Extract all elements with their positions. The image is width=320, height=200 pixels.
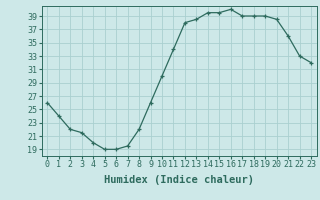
X-axis label: Humidex (Indice chaleur): Humidex (Indice chaleur) bbox=[104, 175, 254, 185]
